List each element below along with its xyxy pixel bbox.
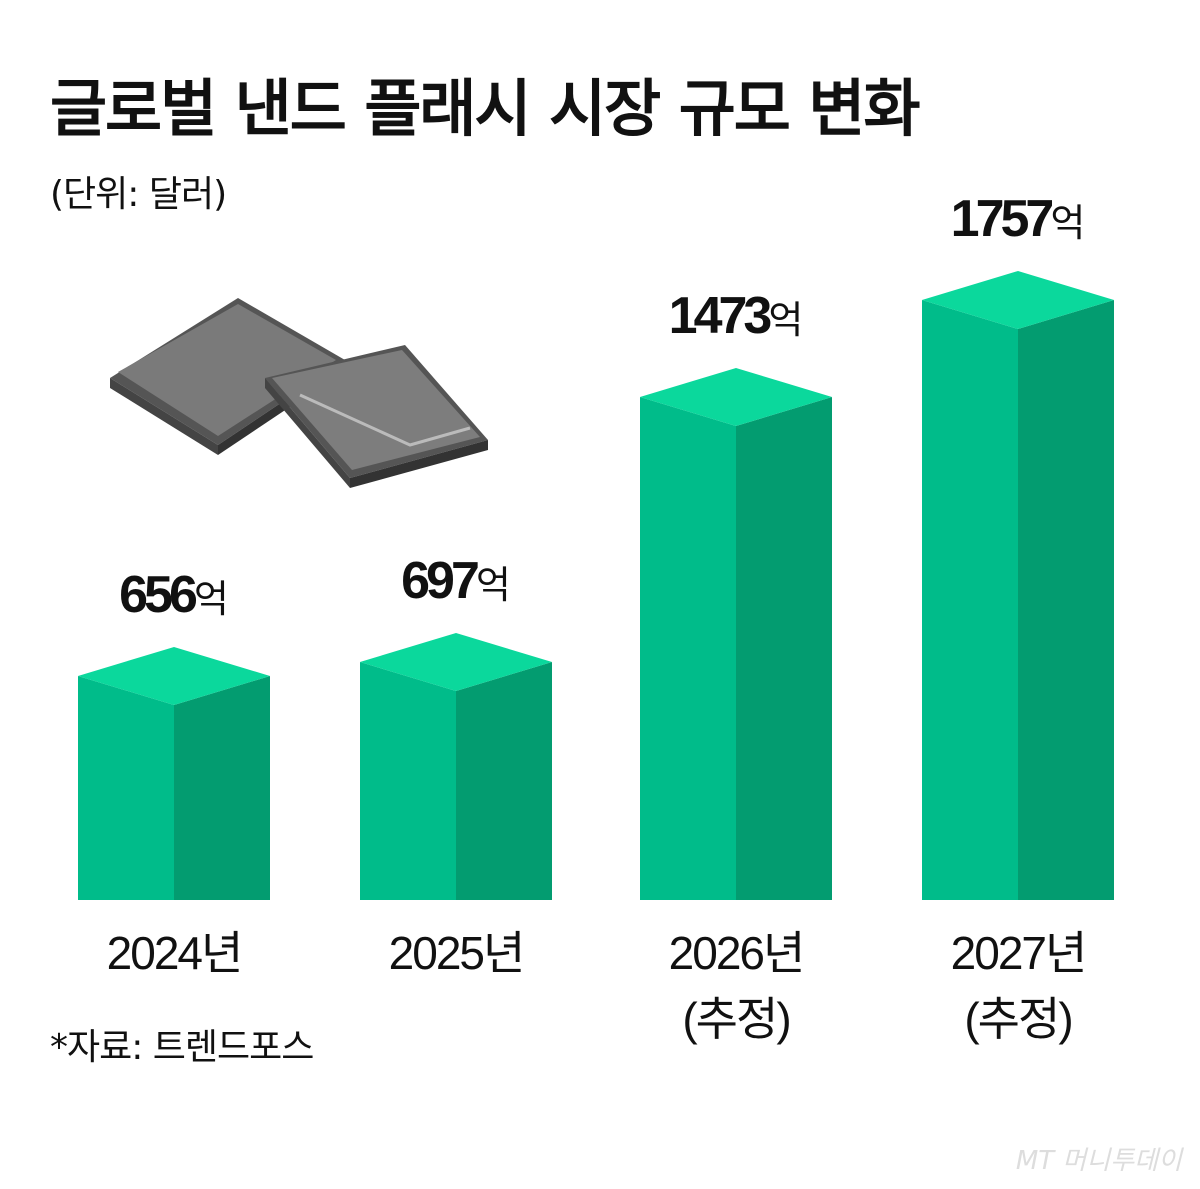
bar-front-2027년: [922, 300, 1018, 900]
value-label: 656억: [44, 565, 304, 625]
bar-side-2025년: [456, 661, 552, 900]
bar-side-2026년: [736, 396, 832, 900]
bar-top-2026년: [640, 367, 832, 426]
year-label: 2026년: [668, 927, 806, 979]
value-number: 697: [401, 551, 480, 610]
chart-title: 글로벌 낸드 플래시 시장 규모 변화: [50, 72, 920, 145]
value-label: 1473억: [606, 286, 866, 346]
bar-top-2027년: [922, 271, 1114, 329]
bar-side-2024년: [174, 675, 270, 900]
unit-label: (단위: 달러): [50, 174, 227, 215]
value-label: 1757억: [888, 189, 1148, 249]
year-label: 2024년: [106, 927, 244, 979]
bar-front-2025년: [360, 661, 456, 900]
value-number: 656: [119, 565, 198, 624]
category-label: 2027년 (추정): [878, 920, 1158, 1052]
value-unit: 억: [475, 562, 511, 607]
value-label: 697억: [326, 551, 586, 611]
source-note: *자료: 트렌드포스: [50, 1027, 314, 1068]
category-label: 2026년 (추정): [596, 920, 876, 1052]
chip-illustration: [110, 298, 488, 488]
year-label: 2025년: [388, 927, 526, 979]
category-label: 2025년: [316, 920, 596, 986]
value-unit: 억: [1050, 201, 1086, 245]
estimate-note: (추정): [964, 993, 1073, 1045]
bar-top-2024년: [78, 646, 270, 705]
value-number: 1473: [668, 286, 773, 345]
watermark-logo: MT 머니투데이: [1015, 1146, 1182, 1176]
bar-top-2025년: [360, 632, 552, 691]
value-unit: 억: [768, 297, 804, 342]
value-number: 1757: [950, 190, 1055, 248]
value-unit: 억: [193, 576, 229, 621]
year-label: 2027년: [950, 927, 1088, 979]
bar-front-2026년: [640, 396, 736, 900]
category-label: 2024년: [34, 920, 314, 986]
bar-front-2024년: [78, 675, 174, 900]
estimate-note: (추정): [682, 993, 791, 1045]
bar-side-2027년: [1018, 300, 1114, 900]
